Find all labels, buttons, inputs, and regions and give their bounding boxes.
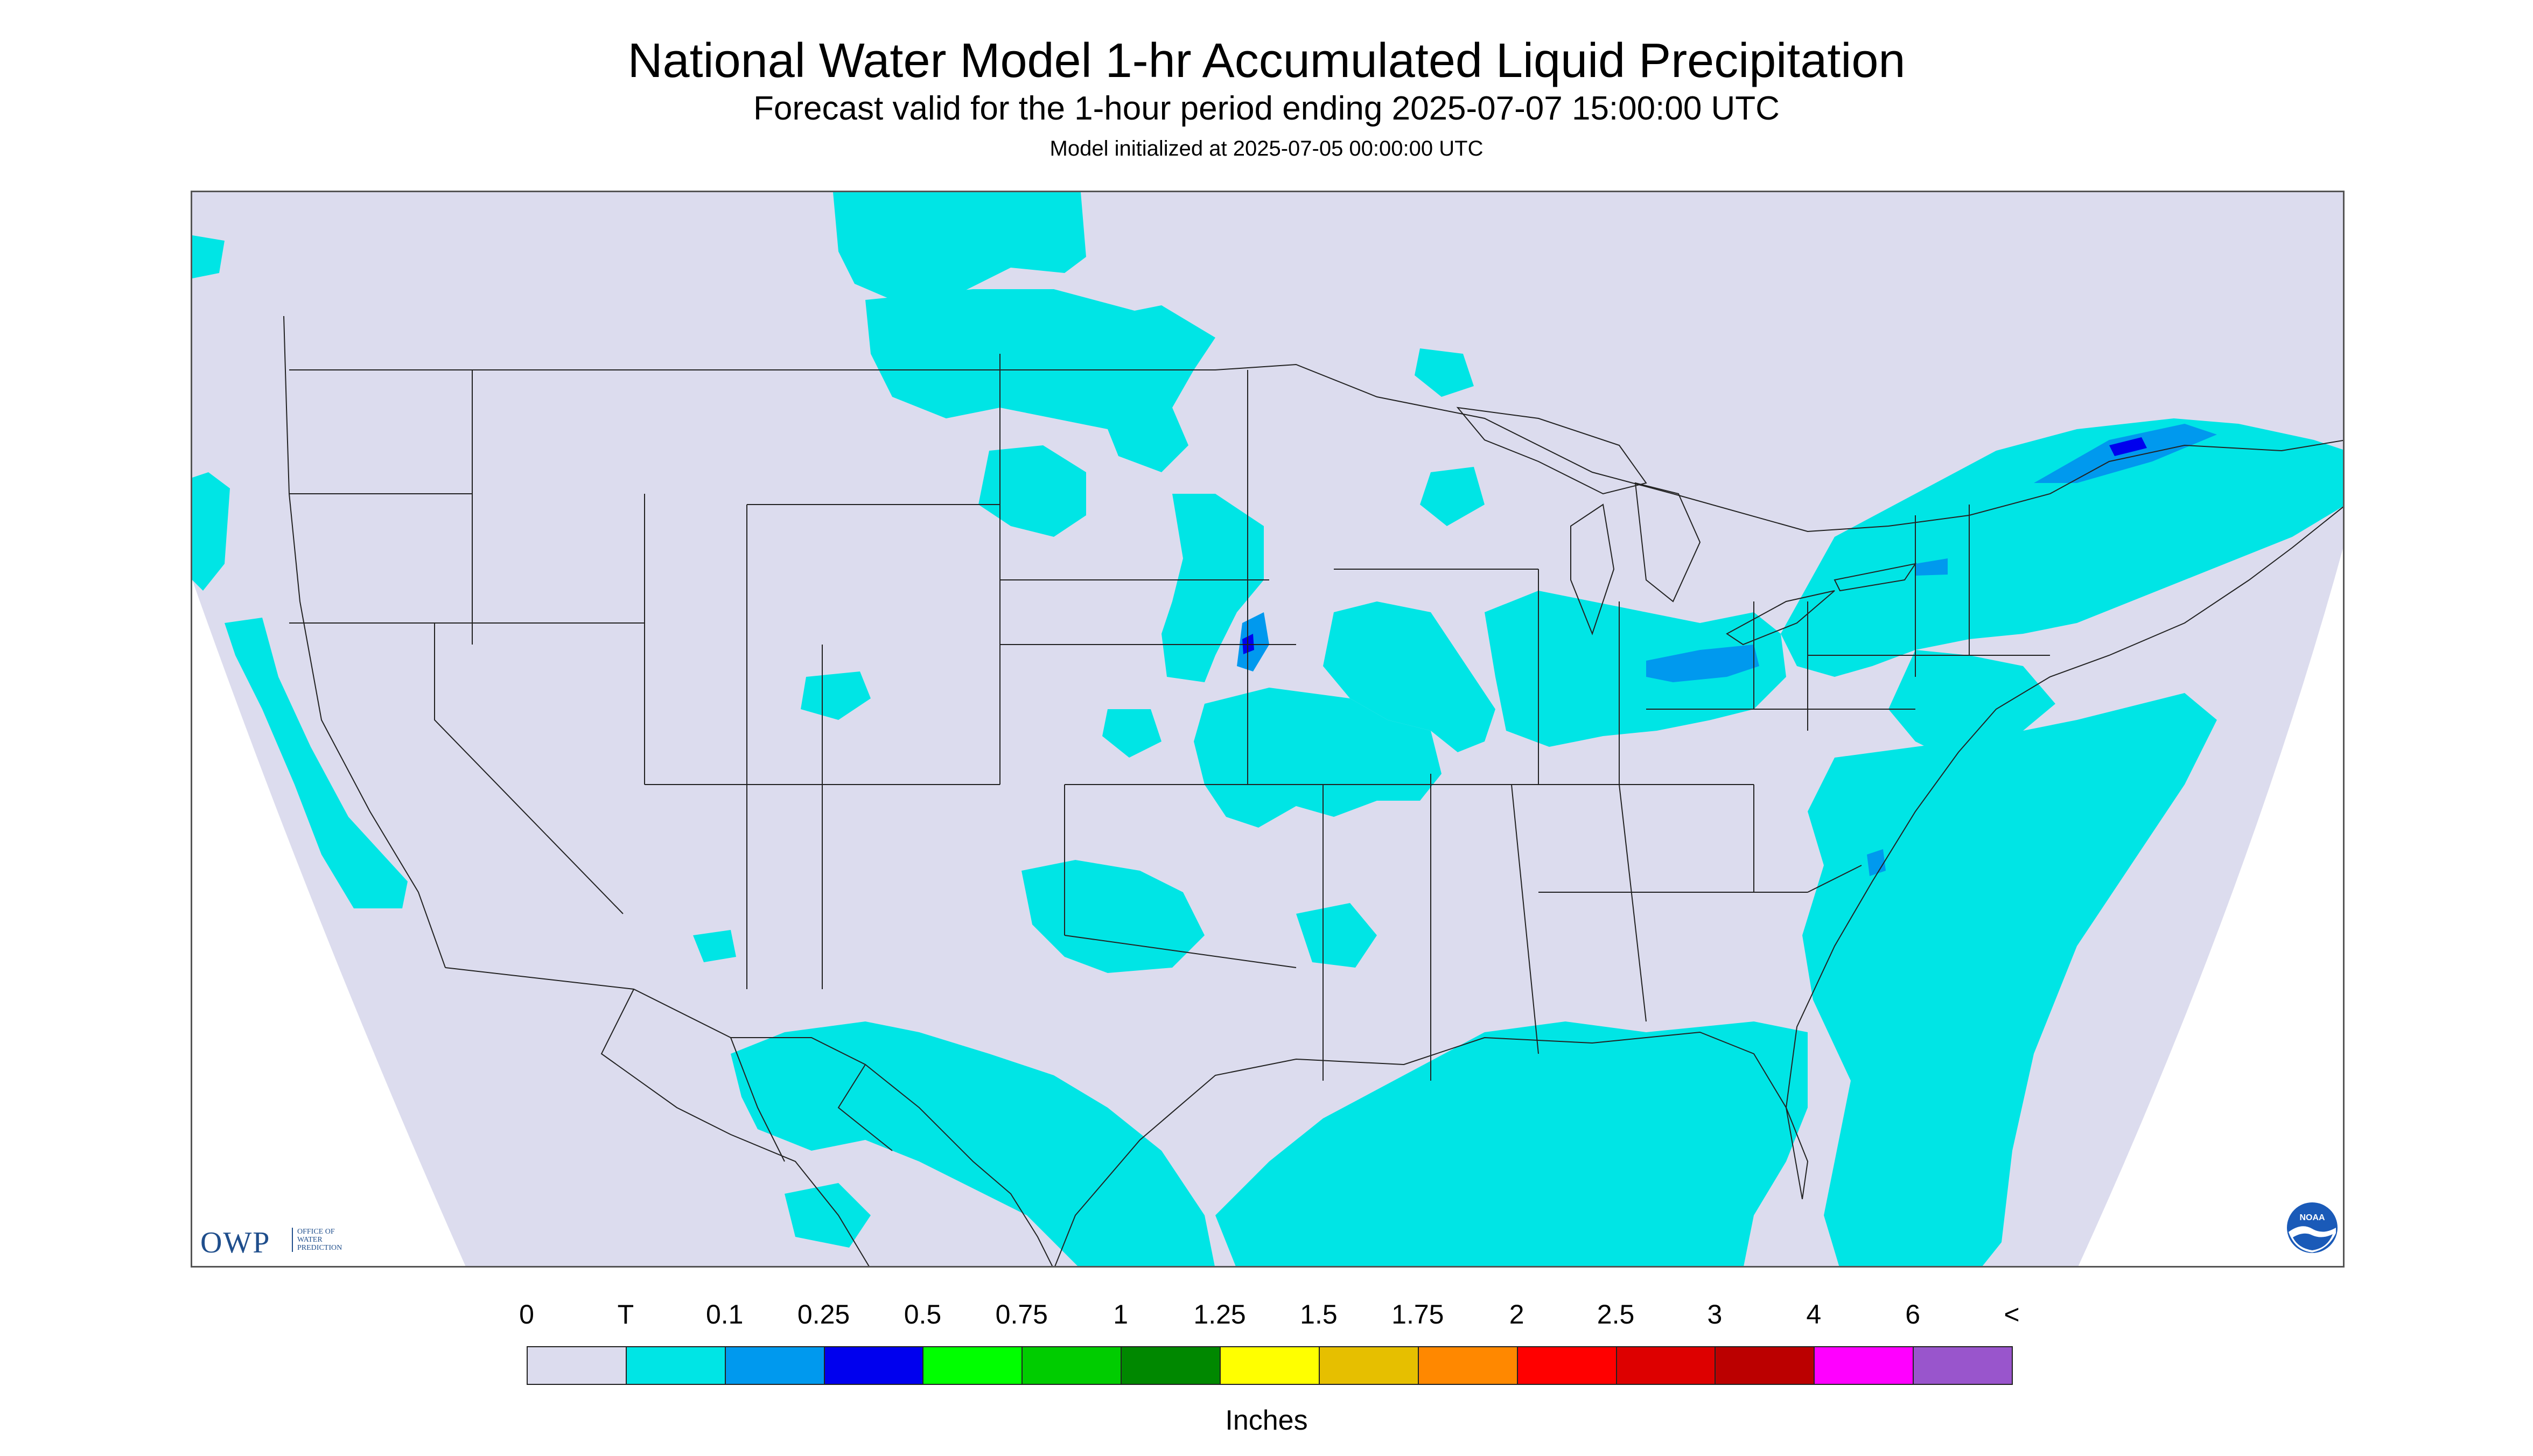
legend-tick-label: 1.75	[1391, 1299, 1444, 1329]
legend-swatch	[724, 1346, 825, 1385]
precip-nc-dot	[1867, 849, 1886, 876]
precip-bc-coast	[192, 235, 225, 278]
precip-iowa-missouri	[1194, 688, 1442, 828]
legend-swatch	[1814, 1346, 1914, 1385]
precip-northern-plains-canada	[833, 192, 1086, 300]
precip-ca-coast	[225, 618, 408, 908]
precip-ohio-valley	[1485, 591, 1786, 747]
owp-sub-line: WATER	[297, 1236, 323, 1244]
map-svg	[192, 192, 2343, 1266]
legend-tick-label: 6	[1905, 1299, 1921, 1329]
legend-units: Inches	[1225, 1405, 1308, 1436]
precip-mexico-texas	[731, 1021, 1215, 1266]
precip-indiana-ohio	[1646, 645, 1759, 682]
map-subtitle: Forecast valid for the 1-hour period end…	[753, 90, 1780, 127]
legend-tick-label: 0.5	[904, 1299, 942, 1329]
color-legend	[527, 1346, 2013, 1385]
legend-swatch	[625, 1346, 726, 1385]
precip-dakotas	[978, 445, 1086, 537]
precip-sw-dots	[785, 1183, 871, 1248]
legend-tick-label: T	[617, 1299, 634, 1329]
west-coast	[283, 316, 446, 968]
precip-arkansas	[1296, 903, 1377, 968]
precip-mi-dot	[1915, 558, 1948, 576]
map-boundaries	[283, 316, 2343, 1266]
legend-tick-label: <	[2004, 1299, 2020, 1329]
legend-tick-label: 2.5	[1597, 1299, 1635, 1329]
legend-tick-label: 0.25	[797, 1299, 850, 1329]
precip-oklahoma-texas-dots	[1021, 860, 1205, 973]
model-init-text: Model initialized at 2025-07-05 00:00:00…	[1049, 137, 1484, 160]
precip-colorado-dots	[801, 671, 871, 720]
legend-tick-label: 4	[1806, 1299, 1822, 1329]
precip-mid-atlantic-ocean	[1802, 693, 2217, 1266]
legend-swatch	[823, 1346, 924, 1385]
legend-tick-label: 2	[1509, 1299, 1524, 1329]
precip-kansas-dots	[1102, 709, 1161, 758]
owp-sub-line: OFFICE OF	[297, 1228, 335, 1236]
legend-tick-label: 3	[1707, 1299, 1723, 1329]
precip-minnesota-dots	[1415, 348, 1474, 397]
legend-swatch	[1121, 1346, 1221, 1385]
legend-swatch	[1021, 1346, 1122, 1385]
legend-swatch	[1318, 1346, 1419, 1385]
legend-swatch	[1516, 1346, 1617, 1385]
precip-new-mexico-dots	[693, 930, 736, 962]
noaa-logo: NOAA	[2286, 1201, 2339, 1254]
great-lakes-outline	[1456, 407, 1917, 646]
legend-swatch	[1220, 1346, 1320, 1385]
map-title: National Water Model 1-hr Accumulated Li…	[627, 34, 1906, 88]
legend-swatch	[1913, 1346, 2013, 1385]
legend-tick-label: 0.75	[995, 1299, 1048, 1329]
us-canada-border	[289, 363, 2343, 533]
state-lines-east	[1334, 505, 2050, 785]
precip-quebec-core	[2109, 437, 2147, 456]
precip-illinois-band	[1323, 601, 1495, 752]
state-lines-west	[289, 354, 1296, 989]
legend-tick-label: 1	[1113, 1299, 1129, 1329]
legend-tick-label: 1.5	[1300, 1299, 1338, 1329]
noaa-logo-text: NOAA	[2299, 1213, 2325, 1222]
legend-tick-label: 1.25	[1193, 1299, 1246, 1329]
precip-wisconsin	[1420, 467, 1485, 526]
precip-saskatchewan	[865, 289, 1215, 472]
legend-tick-label: 0	[519, 1299, 534, 1329]
precip-gulf-florida	[1215, 1021, 1808, 1266]
trace-precip-areas	[192, 192, 2343, 1266]
legend-swatch	[1615, 1346, 1716, 1385]
precip-pnw-coast	[192, 472, 230, 591]
legend-swatch	[527, 1346, 627, 1385]
precip-new-england-quebec	[1781, 418, 2343, 677]
precip-northern-plains-east	[1161, 494, 1264, 682]
legend-tick-label: 0.1	[705, 1299, 744, 1329]
legend-swatch	[1715, 1346, 1815, 1385]
owp-logo-subtext: OFFICE OF WATER PREDICTION	[292, 1228, 342, 1252]
owp-sub-line: PREDICTION	[297, 1244, 342, 1252]
owp-logo-text: OWP	[200, 1226, 271, 1259]
legend-swatch	[922, 1346, 1023, 1385]
us-mexico-border	[445, 967, 1053, 1266]
mexico-states	[600, 989, 893, 1266]
legend-swatch	[1417, 1346, 1518, 1385]
east-coast	[1785, 506, 2343, 1200]
owp-logo: OWP OFFICE OF WATER PREDICTION	[200, 1223, 378, 1259]
precipitation-map	[191, 191, 2345, 1268]
